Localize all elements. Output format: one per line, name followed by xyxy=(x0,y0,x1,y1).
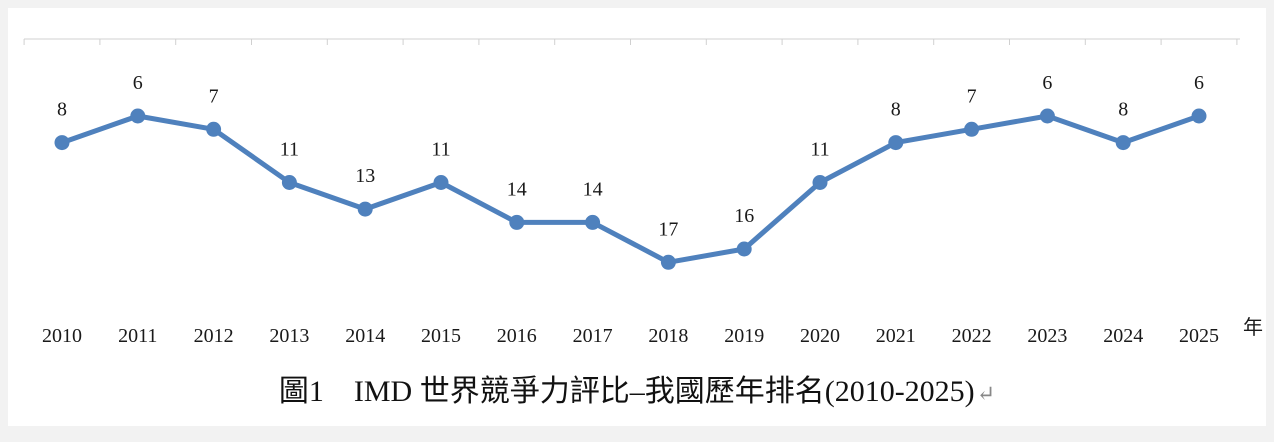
data-point xyxy=(206,121,222,137)
x-tick-label: 2024 xyxy=(1103,325,1143,347)
x-tick-label: 2018 xyxy=(648,325,688,347)
data-points xyxy=(54,108,1207,270)
data-point xyxy=(736,241,752,257)
series-line xyxy=(59,113,1202,265)
caption-text: 圖1 IMD 世界競爭力評比–我國歷年排名(2010-2025) xyxy=(278,375,975,408)
x-tick-label: 2022 xyxy=(952,325,992,347)
data-label: 11 xyxy=(810,139,829,161)
data-label: 7 xyxy=(209,85,219,107)
data-label: 6 xyxy=(1042,72,1052,94)
data-label: 16 xyxy=(734,205,754,227)
x-axis-unit-label: 年 xyxy=(1243,315,1263,339)
data-labels: 8 6 7 11 13 11 14 14 17 16 11 8 7 6 8 6 xyxy=(57,72,1204,240)
data-point xyxy=(1039,108,1055,124)
x-tick-label: 2013 xyxy=(269,325,309,347)
data-label: 8 xyxy=(57,99,67,121)
data-point xyxy=(357,201,373,217)
data-label: 8 xyxy=(1118,99,1128,121)
figure-caption: 圖1 IMD 世界競爭力評比–我國歷年排名(2010-2025)↵ xyxy=(8,366,1266,410)
x-tick-label: 2019 xyxy=(724,325,764,347)
data-label: 11 xyxy=(431,139,450,161)
data-point xyxy=(660,254,676,270)
data-label: 7 xyxy=(967,85,977,107)
x-tick-label: 2010 xyxy=(42,325,82,347)
return-mark-icon: ↵ xyxy=(976,381,996,406)
figure: 8 6 7 11 13 11 14 14 17 16 11 8 7 6 8 6 2010 2011 2012 201… xyxy=(8,8,1266,426)
data-point xyxy=(509,214,525,230)
data-point xyxy=(433,175,449,190)
x-tick-label: 2015 xyxy=(421,325,461,347)
data-point xyxy=(54,135,70,151)
x-tick-label: 2025 xyxy=(1179,325,1219,347)
x-tick-label: 2016 xyxy=(497,325,537,347)
data-point xyxy=(812,175,828,190)
x-tick-label: 2023 xyxy=(1027,325,1067,347)
x-tick-label: 2014 xyxy=(345,325,385,347)
data-label: 8 xyxy=(891,99,901,121)
data-point xyxy=(888,135,904,151)
x-tick-label: 2011 xyxy=(118,325,157,347)
x-tick-label: 2017 xyxy=(573,325,613,347)
data-label: 14 xyxy=(583,178,603,200)
x-tick-label: 2012 xyxy=(194,325,234,347)
data-label: 14 xyxy=(507,178,527,200)
x-tick-label: 2021 xyxy=(876,325,916,347)
data-label: 13 xyxy=(355,165,375,187)
data-label: 6 xyxy=(133,72,143,94)
axis-ticks xyxy=(23,39,1238,45)
data-point xyxy=(964,121,980,137)
x-tick-label: 2020 xyxy=(800,325,840,347)
data-label: 6 xyxy=(1194,72,1204,94)
data-point xyxy=(130,108,146,124)
data-label: 11 xyxy=(280,139,299,161)
data-point xyxy=(1191,108,1207,124)
data-point xyxy=(1115,135,1131,151)
data-label: 17 xyxy=(658,218,678,240)
data-point xyxy=(281,175,297,190)
x-tick-labels: 2010 2011 2012 2013 2014 2015 2016 2017 2018 2019… xyxy=(42,325,1219,347)
data-point xyxy=(585,214,601,230)
